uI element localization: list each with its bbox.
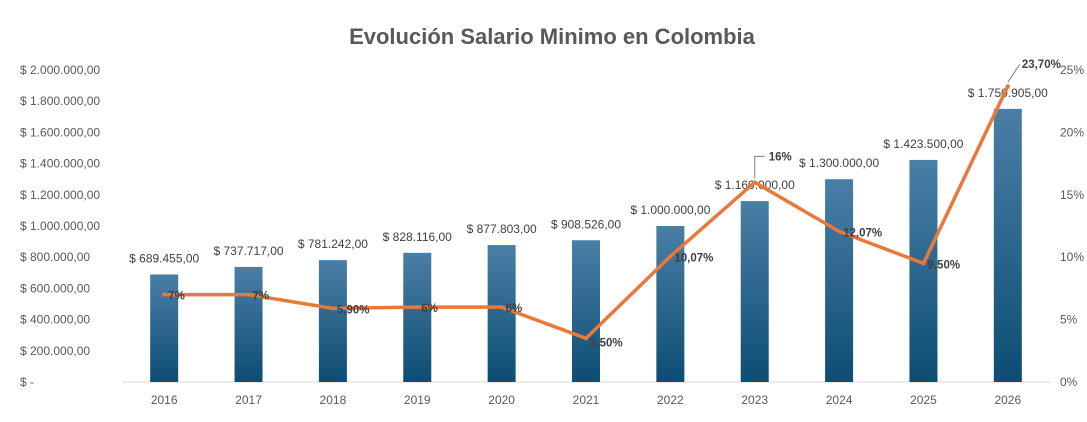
- right-tick-label: 10%: [1060, 250, 1084, 264]
- left-tick-label: $ 1.600.000,00: [20, 125, 100, 139]
- right-tick-label: 5%: [1060, 313, 1078, 327]
- left-tick-label: $ 2.000.000,00: [20, 63, 100, 77]
- label-leader-line: [754, 155, 765, 179]
- bar: [993, 108, 1022, 382]
- line-point: [921, 261, 926, 266]
- bar-data-label: $ 828.116,00: [383, 230, 453, 244]
- bar: [656, 226, 685, 382]
- line-data-label: 6%: [421, 303, 438, 315]
- left-tick-label: $ 200.000,00: [20, 344, 90, 358]
- line-data-label: 5,90%: [337, 304, 370, 316]
- right-tick-label: 15%: [1060, 188, 1084, 202]
- bar-data-label: $ 877.803,00: [467, 222, 537, 236]
- right-tick-label: 0%: [1060, 375, 1078, 389]
- x-tick-label: 2023: [741, 393, 768, 407]
- right-tick-label: 20%: [1060, 125, 1084, 139]
- x-tick-label: 2021: [573, 393, 600, 407]
- left-tick-label: $ 800.000,00: [20, 250, 90, 264]
- label-leader-line: [1007, 63, 1021, 83]
- x-axis: 2016 2017 2018 2019 2020 2021 2022 2023 2024 2025…: [151, 393, 1022, 407]
- bar: [572, 240, 600, 382]
- line-data-label: 16%: [769, 151, 792, 163]
- bar-data-label: $ 1.300.000,00: [799, 156, 879, 170]
- line-data-label: 7%: [253, 291, 270, 303]
- left-tick-label: $ 1.000.000,00: [20, 219, 100, 233]
- bar-data-label: $ 689.455,00: [129, 251, 199, 265]
- bar-data-label: $ 1.160.000,00: [715, 178, 795, 192]
- right-tick-label: 25%: [1060, 63, 1084, 77]
- x-tick-label: 2022: [657, 393, 684, 407]
- line-data-label: 10,07%: [674, 252, 713, 264]
- left-tick-label: $ 1.200.000,00: [20, 188, 100, 202]
- line-point: [584, 336, 588, 341]
- bar: [740, 201, 769, 382]
- line-point: [837, 229, 842, 234]
- bar: [403, 252, 432, 382]
- bar-series: [150, 108, 1022, 382]
- left-tick-label: $ 1.800.000,00: [20, 94, 100, 108]
- left-tick-label: $ 1.400.000,00: [20, 157, 100, 171]
- bar-data-label: $ 908.526,00: [551, 217, 621, 231]
- line-data-label: 3,50%: [590, 337, 623, 349]
- bar-data-label: $ 1.423.500,00: [883, 137, 963, 151]
- bar: [487, 245, 516, 382]
- x-tick-label: 2024: [826, 393, 853, 407]
- x-tick-label: 2019: [404, 393, 431, 407]
- line-point: [752, 180, 757, 185]
- line-data-label: 23,70%: [1022, 59, 1061, 71]
- bar: [150, 274, 179, 382]
- line-point: [499, 305, 504, 310]
- left-axis: $ - $ 200.000,00 $ 400.000,00 $ 600.000,00 $…: [20, 63, 100, 389]
- line-data-label: 6%: [506, 303, 523, 315]
- bar-data-label: $ 1.000.000,00: [630, 203, 710, 217]
- line-point: [668, 254, 673, 259]
- chart-title: Evolución Salario Minimo en Colombia: [349, 24, 756, 49]
- bar: [909, 159, 938, 382]
- line-series: [162, 84, 1010, 341]
- bar-data-label: $ 1.750.905,00: [968, 86, 1048, 100]
- bar: [825, 179, 854, 382]
- bar-data-label: $ 737.717,00: [214, 244, 284, 258]
- left-tick-label: $ 400.000,00: [20, 313, 90, 327]
- line-point: [246, 292, 251, 297]
- right-axis: 0% 5% 10% 15% 20% 25%: [1060, 63, 1084, 389]
- bar: [318, 260, 347, 382]
- line-data-label: 7%: [168, 291, 185, 303]
- bar: [234, 266, 263, 382]
- bar-data-label: $ 781.242,00: [298, 237, 368, 251]
- x-tick-label: 2016: [151, 393, 178, 407]
- line-data-label: 12,07%: [843, 227, 882, 239]
- line-point: [415, 305, 420, 310]
- left-tick-label: $ 600.000,00: [20, 281, 90, 295]
- x-tick-label: 2025: [910, 393, 937, 407]
- line-data-label: 9,50%: [927, 259, 960, 271]
- x-tick-label: 2018: [320, 393, 347, 407]
- x-tick-label: 2026: [994, 393, 1021, 407]
- line-point: [330, 306, 335, 311]
- line-point: [162, 292, 167, 297]
- x-tick-label: 2020: [488, 393, 515, 407]
- bar-data-labels: $ 689.455,00 $ 737.717,00 $ 781.242,00 $ 82…: [129, 86, 1048, 266]
- line-point: [1005, 84, 1010, 89]
- x-tick-label: 2017: [235, 393, 262, 407]
- left-tick-label: $ -: [20, 375, 34, 389]
- line-data-labels: 7% 7% 5,90% 6% 6% 3,50% 10,07% 16% 12,07% 9,50% 23…: [168, 59, 1061, 349]
